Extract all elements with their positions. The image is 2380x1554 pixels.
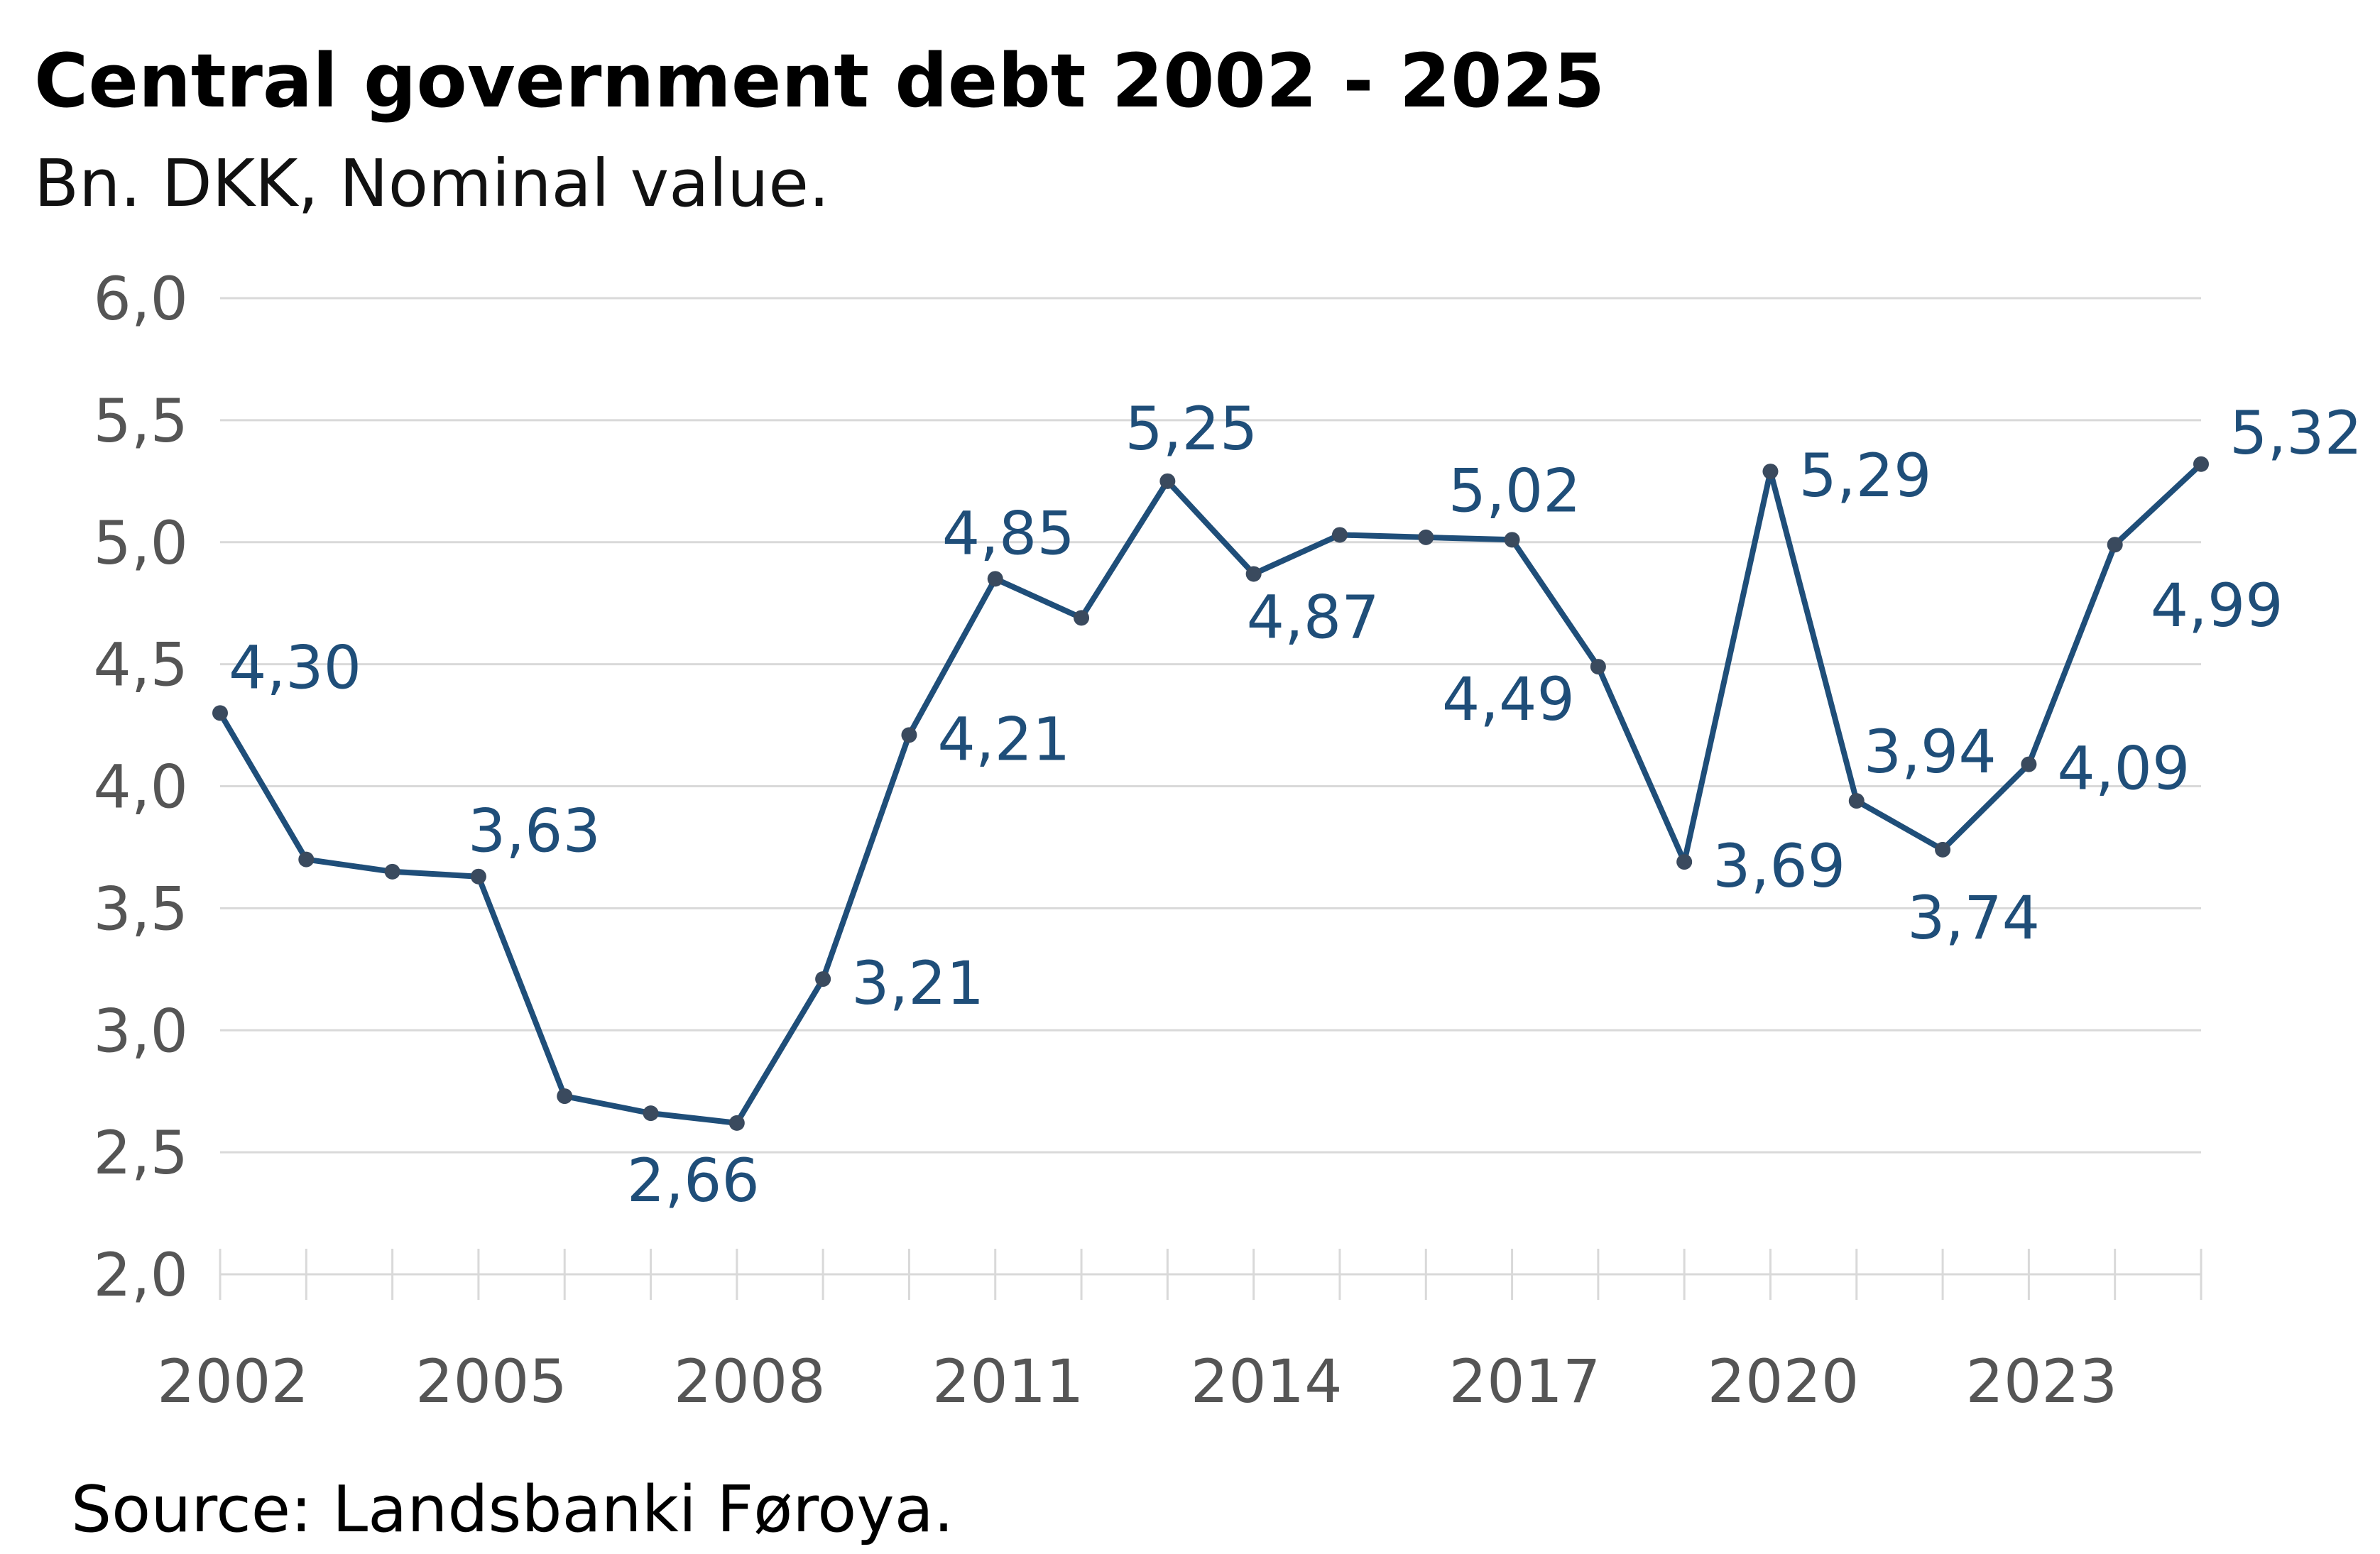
- x-tick-label: 2017: [1449, 1347, 1601, 1416]
- data-point: [1848, 793, 1865, 809]
- y-tick-label: 6,0: [93, 264, 188, 334]
- data-point: [470, 868, 486, 885]
- data-label: 2,66: [627, 1146, 760, 1215]
- data-point: [212, 705, 228, 721]
- x-tick-label: 2014: [1191, 1347, 1343, 1416]
- chart-title: Central government debt 2002 - 2025: [34, 38, 1605, 124]
- y-tick-label: 4,0: [93, 753, 188, 822]
- y-axis-tick-labels: 2,0 2,5 3,0 3,5 4,0 4,5 5,0 5,5 6,0: [93, 264, 188, 1310]
- data-label: 3,69: [1713, 831, 1845, 901]
- data-point: [1762, 464, 1779, 480]
- y-tick-label: 4,5: [93, 630, 188, 700]
- data-point: [2107, 537, 2123, 553]
- gridlines: [220, 297, 2201, 1154]
- data-point: [1245, 566, 1262, 582]
- data-point: [298, 851, 315, 868]
- x-axis: [219, 1249, 2202, 1300]
- x-tick-label: 2008: [674, 1347, 826, 1416]
- data-points: [212, 456, 2209, 1131]
- series-line-layer: [217, 461, 2204, 1126]
- x-tick-label: 2020: [1708, 1347, 1860, 1416]
- x-axis-tick-labels: 2002 2005 2008 2011 2014 2017 2020 2023: [157, 1347, 2117, 1416]
- y-tick-label: 5,0: [93, 508, 188, 578]
- x-tick-label: 2005: [415, 1347, 567, 1416]
- data-point: [643, 1105, 659, 1122]
- series-line: [217, 461, 2204, 1126]
- data-point: [1935, 841, 1951, 858]
- x-tick-label: 2011: [932, 1347, 1084, 1416]
- data-point: [2021, 756, 2037, 772]
- data-point: [384, 863, 400, 880]
- data-point: [987, 571, 1003, 587]
- data-label: 4,87: [1247, 582, 1380, 652]
- data-label: 4,30: [229, 633, 361, 702]
- data-label: 4,21: [937, 704, 1070, 774]
- x-tick-label: 2023: [1966, 1347, 2118, 1416]
- data-point: [1074, 610, 1090, 626]
- data-label: 4,99: [2151, 571, 2283, 640]
- data-point: [1676, 854, 1693, 870]
- data-label: 4,85: [942, 498, 1075, 568]
- data-point: [1331, 527, 1348, 543]
- y-tick-label: 5,5: [93, 386, 188, 456]
- y-tick-label: 3,0: [93, 996, 188, 1066]
- chart-subtitle: Bn. DKK, Nominal value.: [34, 146, 830, 221]
- data-label: 4,09: [2057, 734, 2190, 804]
- data-point: [815, 971, 831, 987]
- y-tick-label: 2,0: [93, 1240, 188, 1310]
- y-tick-label: 2,5: [93, 1118, 188, 1188]
- data-label: 5,29: [1798, 441, 1931, 510]
- data-point: [1504, 532, 1520, 548]
- data-label: 3,21: [851, 948, 984, 1018]
- data-label: 3,94: [1864, 717, 1997, 787]
- data-label: 5,25: [1125, 394, 1257, 464]
- x-tick-label: 2002: [157, 1347, 309, 1416]
- source-note: Source: Landsbanki Føroya.: [71, 1472, 954, 1547]
- data-point: [728, 1115, 745, 1131]
- data-label: 4,49: [1442, 664, 1575, 734]
- data-point: [557, 1088, 573, 1105]
- data-label: 5,32: [2229, 398, 2362, 468]
- data-label: 5,02: [1448, 456, 1581, 525]
- data-point: [1418, 529, 1434, 545]
- y-tick-label: 3,5: [93, 874, 188, 943]
- data-label: 3,74: [1907, 883, 2040, 953]
- data-point: [1590, 659, 1606, 675]
- data-label: 3,63: [468, 797, 601, 866]
- data-point: [2193, 456, 2209, 472]
- data-point: [1159, 473, 1176, 489]
- data-labels: 4,30 3,63 2,66 3,21 4,21 4,85 5,25 4,87 5,02 4,49…: [229, 394, 2362, 1215]
- data-point: [901, 727, 917, 743]
